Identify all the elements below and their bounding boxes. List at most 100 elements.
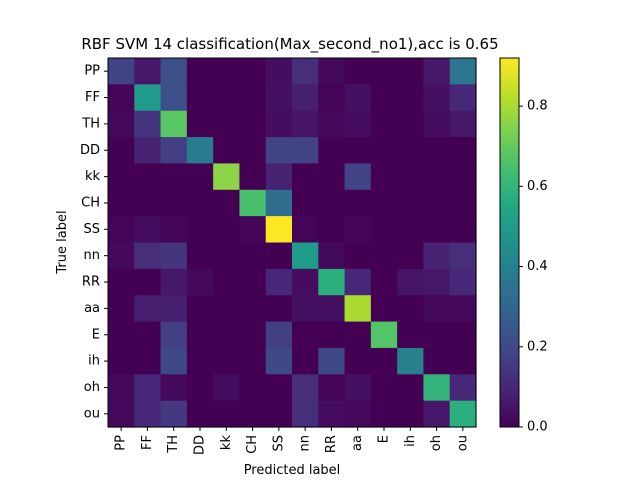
heatmap-cell [213,374,241,402]
heatmap-cell [423,268,451,296]
heatmap-cell [449,268,477,296]
heatmap-cell [423,58,451,85]
heatmap-cell [186,295,214,323]
heatmap-cell [160,163,188,191]
heatmap-cell [449,374,477,402]
y-tick-label: TH [81,116,100,131]
y-axis-ticks: PP FF TH DD kk CH SS nn RR aa Eih oh ou [80,64,108,421]
heatmap-cell [449,163,477,191]
heatmap-cell [265,137,293,165]
heatmap-cell [186,58,214,85]
heatmap-cell [449,242,477,270]
heatmap-cell [213,137,241,165]
heatmap-cell [449,295,477,323]
heatmap-cell [344,268,372,296]
heatmap-cell [265,400,293,428]
heatmap-cell [292,321,319,349]
heatmap-cell [239,189,267,217]
heatmap-cell [186,189,214,217]
y-axis-label: True label [55,210,70,274]
heatmap-cell [344,58,372,85]
heatmap-cell [108,84,135,112]
heatmap-cell [370,163,398,191]
heatmap-cell [318,242,346,270]
heatmap-cell [423,400,451,428]
x-tick-label: FF [140,435,155,450]
heatmap-cell [239,58,267,85]
heatmap-cell [318,216,346,244]
heatmap-cell [292,189,319,217]
heatmap-cell [423,84,451,112]
heatmap-cell [213,58,241,85]
heatmap-cell [213,110,241,138]
heatmap-cell [370,58,398,85]
heatmap-cell [160,268,188,296]
heatmap-cell [423,163,451,191]
heatmap-cell [160,84,188,112]
heatmap-cell [423,137,451,165]
heatmap-cell [213,321,241,349]
heatmap-cell [423,295,451,323]
heatmap-cell [423,110,451,138]
heatmap-cell [265,216,293,244]
heatmap-cell [397,58,425,85]
y-tick-label: oh [84,380,100,395]
heatmap-cell [423,321,451,349]
heatmap-cell [449,58,477,85]
heatmap-cell [397,374,425,402]
heatmap-cell [108,268,135,296]
heatmap-cell [160,110,188,138]
heatmap-cell [370,321,398,349]
y-tick-label: CH [81,195,100,210]
heatmap-cell [292,347,319,375]
heatmap-cell [186,242,214,270]
heatmap-cell [160,321,188,349]
heatmap-cell [160,295,188,323]
heatmap-cell [239,137,267,165]
colorbar-ticks: 0.0 0.2 0.4 0.6 0.8 [519,99,548,435]
colorbar-tick-label: 0.0 [527,420,548,435]
y-tick-label: kk [85,169,101,184]
heatmap-cell [449,189,477,217]
heatmap-cell [213,295,241,323]
heatmap-cell [344,216,372,244]
x-tick-label: DD [193,435,208,455]
colorbar-tick-label: 0.2 [527,339,548,354]
heatmap-cell [344,84,372,112]
heatmap-cell [108,295,135,323]
x-axis-label: Predicted label [244,463,341,478]
heatmap-cell [292,58,319,85]
heatmap-cell [449,84,477,112]
heatmap-cell [213,189,241,217]
heatmap-cell [370,295,398,323]
heatmap-cell [134,110,162,138]
heatmap-cell [397,321,425,349]
heatmap-cell [344,347,372,375]
y-tick-label: RR [82,275,100,290]
y-tick-label: aa [84,301,100,316]
heatmap-cell [292,242,319,270]
heatmap-cell [186,84,214,112]
heatmap-cell [239,110,267,138]
heatmap-cell [423,189,451,217]
heatmap-cell [292,137,319,165]
heatmap-cell [213,347,241,375]
heatmap-cell [423,374,451,402]
heatmap-cell [292,110,319,138]
heatmap-cell [213,400,241,428]
heatmap-cell [108,321,135,349]
heatmap-cell [213,242,241,270]
colorbar-tick-label: 0.8 [527,99,548,114]
heatmap-cell [160,137,188,165]
colorbar-tick-label: 0.4 [527,259,548,274]
heatmap-cell [186,321,214,349]
heatmap-cells [108,58,477,428]
heatmap-cell [265,163,293,191]
heatmap-cell [265,84,293,112]
heatmap-cell [318,110,346,138]
heatmap-cell [292,295,319,323]
heatmap-cell [397,295,425,323]
heatmap-cell [265,321,293,349]
